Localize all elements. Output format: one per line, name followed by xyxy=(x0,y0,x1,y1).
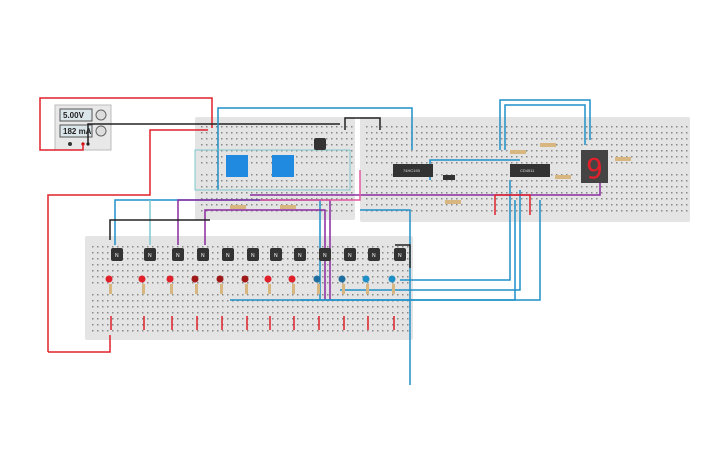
svg-text:N: N xyxy=(348,253,352,259)
resistor[interactable] xyxy=(445,200,461,204)
led[interactable] xyxy=(288,275,296,283)
transistor[interactable]: N xyxy=(172,248,184,261)
resistor[interactable] xyxy=(540,143,556,147)
led[interactable] xyxy=(105,275,113,283)
resistor[interactable] xyxy=(342,284,345,294)
resistor[interactable] xyxy=(615,157,631,161)
transistor[interactable]: N xyxy=(111,248,123,261)
svg-text:N: N xyxy=(201,253,205,259)
chip-counter[interactable]: 74HC193 xyxy=(393,164,433,177)
current-knob[interactable] xyxy=(95,125,107,137)
chip-decoder[interactable]: CD4511 xyxy=(510,164,550,177)
resistor[interactable] xyxy=(142,284,145,294)
dip-switch-2[interactable] xyxy=(272,155,294,177)
resistor[interactable] xyxy=(555,175,571,179)
svg-text:N: N xyxy=(148,253,152,259)
led[interactable] xyxy=(338,275,346,283)
transistor[interactable]: N xyxy=(394,248,406,261)
dip-switch-1[interactable] xyxy=(226,155,248,177)
svg-text:CD4511: CD4511 xyxy=(520,168,535,173)
led[interactable] xyxy=(388,275,396,283)
svg-text:74HC193: 74HC193 xyxy=(403,168,421,173)
resistors xyxy=(230,143,631,209)
transistor[interactable]: N xyxy=(368,248,380,261)
led[interactable] xyxy=(138,275,146,283)
transistor[interactable]: N xyxy=(344,248,356,261)
current-readout: 182 mA xyxy=(63,127,92,136)
transistor[interactable]: N xyxy=(270,248,282,261)
ground-terminal[interactable] xyxy=(68,142,72,146)
resistor[interactable] xyxy=(317,284,320,294)
resistor[interactable] xyxy=(245,284,248,294)
svg-text:N: N xyxy=(372,253,376,259)
resistor[interactable] xyxy=(268,284,271,294)
breadboard-holes xyxy=(92,126,688,332)
svg-text:N: N xyxy=(226,253,230,259)
led[interactable] xyxy=(241,275,249,283)
resistor[interactable] xyxy=(220,284,223,294)
led[interactable] xyxy=(166,275,174,283)
resistor[interactable] xyxy=(170,284,173,294)
resistor[interactable] xyxy=(230,205,246,209)
voltage-knob[interactable] xyxy=(95,109,107,121)
led[interactable] xyxy=(313,275,321,283)
svg-text:9: 9 xyxy=(586,152,603,185)
transistor[interactable]: N xyxy=(294,248,306,261)
svg-text:N: N xyxy=(251,253,255,259)
resistor[interactable] xyxy=(280,205,296,209)
seven-segment-display: 9 xyxy=(581,150,608,185)
resistor[interactable] xyxy=(292,284,295,294)
transistor[interactable]: N xyxy=(144,248,156,261)
svg-text:N: N xyxy=(323,253,327,259)
slide-switch[interactable] xyxy=(443,175,455,180)
svg-text:N: N xyxy=(274,253,278,259)
resistor[interactable] xyxy=(366,284,369,294)
transistor[interactable]: N xyxy=(319,248,331,261)
svg-text:N: N xyxy=(115,253,119,259)
svg-text:N: N xyxy=(176,253,180,259)
resistor[interactable] xyxy=(195,284,198,294)
svg-text:N: N xyxy=(298,253,302,259)
resistor[interactable] xyxy=(510,150,526,154)
transistor[interactable]: N xyxy=(247,248,259,261)
resistor[interactable] xyxy=(109,284,112,294)
led[interactable] xyxy=(191,275,199,283)
transistor-top[interactable] xyxy=(314,138,326,150)
voltage-readout: 5.00V xyxy=(63,111,85,120)
power-supply[interactable]: 5.00V 182 mA xyxy=(54,104,112,151)
led[interactable] xyxy=(264,275,272,283)
svg-text:N: N xyxy=(398,253,402,259)
led[interactable] xyxy=(216,275,224,283)
led[interactable] xyxy=(362,275,370,283)
transistor[interactable]: N xyxy=(197,248,209,261)
breadboard-bottom[interactable] xyxy=(85,236,413,340)
transistor[interactable]: N xyxy=(222,248,234,261)
resistor[interactable] xyxy=(392,284,395,294)
